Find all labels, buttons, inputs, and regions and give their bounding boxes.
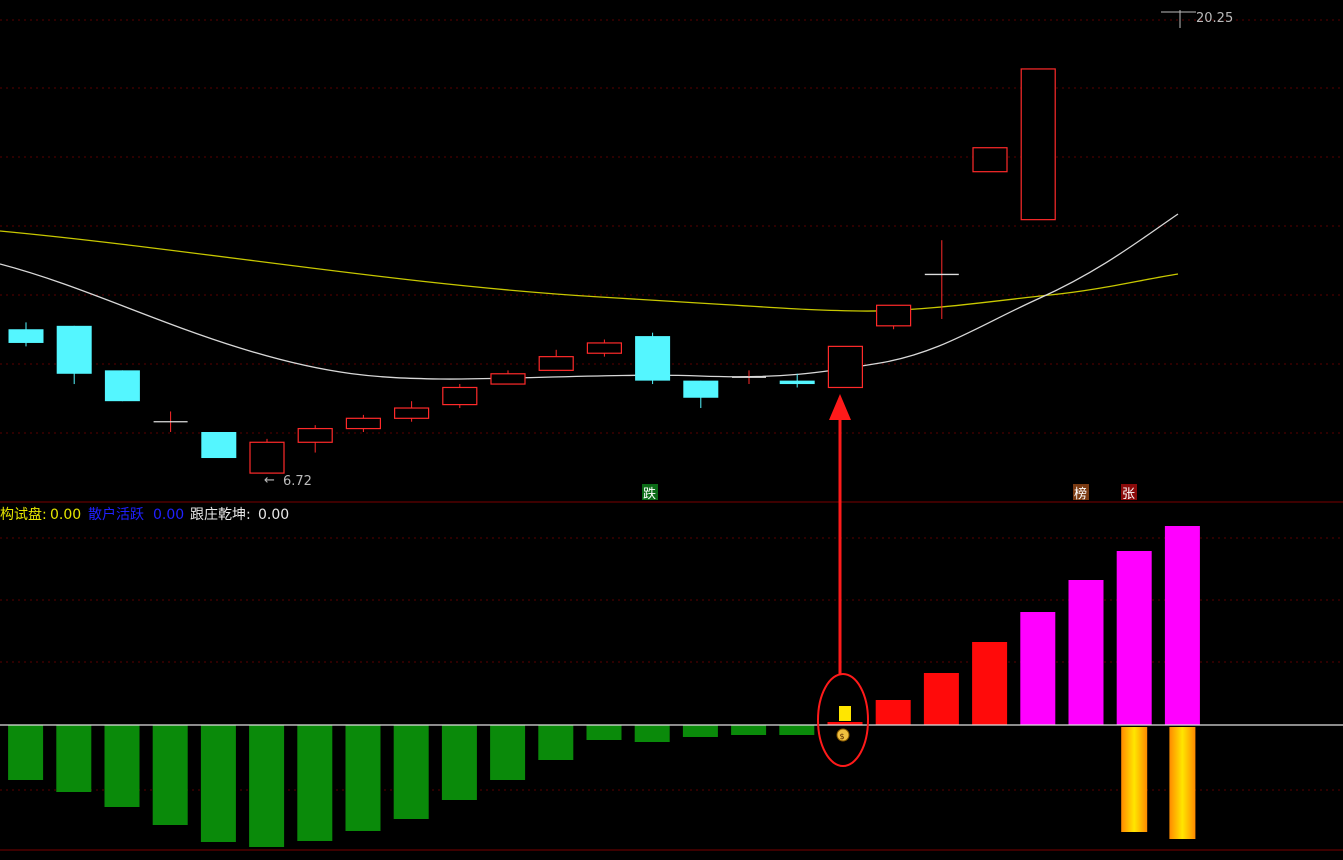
indicator-bar [1164, 526, 1200, 725]
bang-signal-label: 榜 [1074, 486, 1087, 502]
candle-body-up [490, 373, 526, 385]
indicator-bar [249, 725, 285, 847]
candle-body-down [201, 432, 237, 459]
signal-circle [817, 673, 869, 767]
candle-body-up [1020, 68, 1056, 221]
candle-body-down [104, 370, 140, 402]
zhang-signal-badge [1121, 484, 1137, 500]
candle-body-up [394, 407, 430, 419]
legend-1-label: 构试盘: [0, 506, 47, 523]
candle-body-down [683, 380, 719, 398]
candle-body-up [345, 417, 381, 430]
indicator-bar [200, 725, 236, 842]
candle-body-down [779, 380, 815, 385]
indicator-bar [8, 725, 44, 780]
candle-body-up [538, 356, 574, 371]
indicator-bar [586, 725, 622, 740]
indicator-bar [152, 725, 188, 825]
candle-body-up [586, 342, 623, 354]
indicator-bar [538, 725, 574, 760]
indicator-bar [827, 722, 863, 725]
indicator-bar [923, 673, 959, 725]
die-signal-label: 跌 [643, 486, 656, 502]
indicator-bars [8, 526, 1200, 847]
candle-body-down [8, 329, 44, 343]
low-marker-arrow: ← [264, 473, 275, 488]
indicator-bar [682, 725, 718, 737]
money-bag-symbol: $ [840, 732, 845, 741]
annotations: 20.25 ← 6.72 跌 榜 张 构试盘: 0.00 散户活跃 0.00 跟… [0, 10, 1343, 851]
gold-bar [1169, 727, 1196, 839]
moving-averages [0, 213, 1179, 380]
indicator-bar [731, 725, 767, 735]
high-marker-label: 20.25 [1196, 11, 1233, 26]
indicator-bar [1116, 551, 1152, 725]
indicator-bar [1068, 580, 1104, 725]
ma-slow-line [0, 230, 1179, 312]
zhang-signal-label: 张 [1122, 487, 1135, 502]
low-marker-label: 6.72 [283, 474, 312, 489]
candle-body-down [635, 336, 671, 381]
indicator-bar [875, 700, 911, 725]
signal-yellow-marker [839, 706, 851, 721]
indicator-bar [972, 642, 1008, 725]
indicator-bar [56, 725, 92, 792]
bang-signal-badge [1073, 484, 1089, 500]
legend-3-value: 0.00 [258, 507, 289, 523]
candle-body-up [972, 147, 1008, 173]
candles [8, 68, 1056, 474]
candle-body-up [297, 427, 333, 443]
legend-2-value: 0.00 [153, 507, 184, 523]
indicator-bar [297, 725, 333, 841]
die-signal-badge [642, 484, 658, 500]
legend-3-label: 跟庄乾坤: [190, 506, 251, 523]
indicator-bar [441, 725, 477, 800]
signal-arrow-head [829, 394, 851, 420]
candle-body-up [827, 345, 864, 389]
candle-body-down [56, 325, 92, 374]
candle-body-up [875, 304, 912, 327]
legend-1-value: 0.00 [50, 507, 81, 523]
indicator-bar [345, 725, 381, 831]
indicator-bar [634, 725, 670, 742]
gold-bar [1121, 727, 1148, 832]
indicator-bar [393, 725, 429, 819]
indicator-bar [104, 725, 140, 807]
candle-body-up [442, 386, 478, 406]
indicator-bar [1020, 612, 1056, 725]
indicator-bar [779, 725, 815, 735]
candle-body-up [249, 441, 285, 474]
indicator-bar [490, 725, 526, 780]
legend-2-label: 散户活跃 [88, 506, 144, 523]
money-bag-icon [836, 728, 850, 742]
